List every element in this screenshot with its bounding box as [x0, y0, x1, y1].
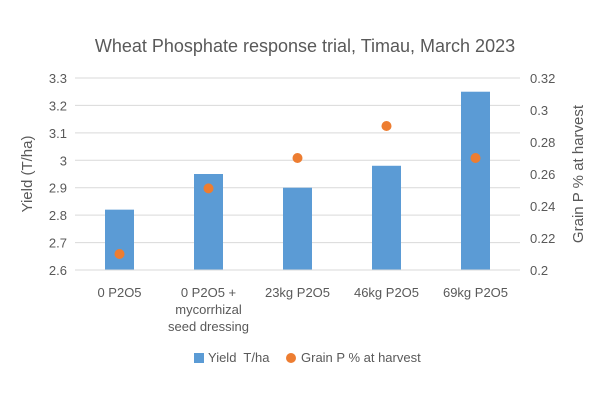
scatter-point	[203, 183, 214, 194]
bar	[105, 209, 134, 270]
bar	[372, 165, 401, 270]
y2-tick-label: 0.2	[530, 263, 548, 278]
y-tick-label: 3.1	[49, 126, 67, 141]
bar-series	[105, 91, 490, 270]
x-tick-label: 69kg P2O5	[443, 285, 508, 300]
y-axis-ticks: 2.6 2.7 2.8 2.9 3 3.1 3.2 3.3	[49, 71, 67, 278]
bar	[461, 91, 490, 270]
y2-tick-label: 0.32	[530, 71, 555, 86]
y-tick-label: 2.8	[49, 208, 67, 223]
x-axis-ticks: 0 P2O5 0 P2O5 + mycorrhizal seed dressing 23…	[97, 285, 508, 334]
y2-tick-label: 0.3	[530, 103, 548, 118]
x-tick-label: 46kg P2O5	[354, 285, 419, 300]
scatter-point	[470, 153, 481, 163]
y-tick-label: 3.2	[49, 98, 67, 113]
scatter-point	[292, 153, 303, 163]
x-tick-label: seed dressing	[168, 319, 249, 334]
legend: Yield T/ha Grain P % at harvest	[194, 350, 421, 365]
legend-swatch-yield	[194, 353, 204, 363]
legend-label-grain-p: Grain P % at harvest	[301, 350, 421, 365]
y2-axis-ticks: 0.2 0.22 0.24 0.26 0.28 0.3 0.32	[530, 71, 555, 278]
chart-title: Wheat Phosphate response trial, Timau, M…	[95, 36, 515, 56]
bar	[283, 187, 312, 270]
scatter-point	[381, 121, 392, 131]
y-tick-label: 3.3	[49, 71, 67, 86]
scatter-point	[114, 249, 125, 259]
y2-axis-label: Grain P % at harvest	[570, 104, 587, 243]
y-tick-label: 2.9	[49, 181, 67, 196]
y-tick-label: 2.7	[49, 236, 67, 251]
legend-swatch-grain-p	[286, 353, 296, 363]
y-tick-label: 3	[60, 153, 67, 168]
legend-label-yield: Yield T/ha	[208, 350, 270, 365]
y-tick-label: 2.6	[49, 263, 67, 278]
y2-tick-label: 0.22	[530, 231, 555, 246]
x-tick-label: 0 P2O5	[97, 285, 141, 300]
y2-tick-label: 0.24	[530, 199, 555, 214]
y-axis-label: Yield (T/ha)	[19, 136, 36, 213]
x-tick-label: 0 P2O5 +	[181, 285, 236, 300]
y2-tick-label: 0.28	[530, 135, 555, 150]
x-tick-label: mycorrhizal	[175, 302, 242, 317]
x-tick-label: 23kg P2O5	[265, 285, 330, 300]
y2-tick-label: 0.26	[530, 167, 555, 182]
scatter-series	[114, 121, 481, 259]
